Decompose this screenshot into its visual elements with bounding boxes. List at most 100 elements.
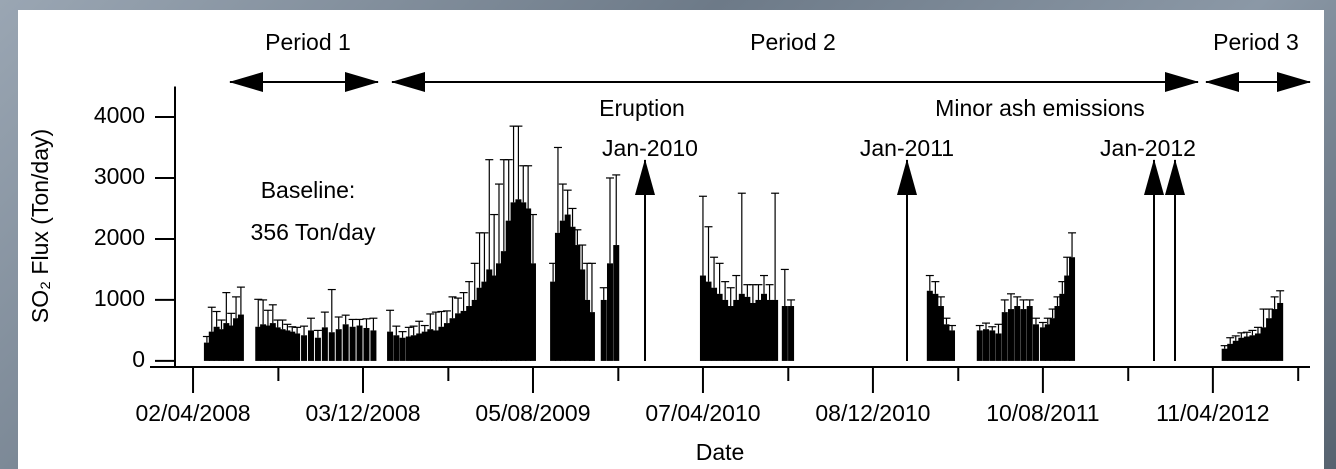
- bar: [356, 325, 363, 361]
- bar: [738, 293, 745, 361]
- bar: [491, 275, 498, 361]
- bar: [510, 202, 517, 361]
- y-tick-label: 1000: [94, 285, 145, 311]
- bar: [949, 330, 956, 361]
- bar: [495, 263, 502, 361]
- bar: [1044, 324, 1051, 361]
- bar: [613, 245, 620, 361]
- bar: [393, 335, 400, 361]
- bar: [588, 312, 595, 361]
- annotation: Jan-2012: [1100, 135, 1196, 161]
- bar: [307, 330, 314, 361]
- bar: [1007, 309, 1014, 361]
- bar: [269, 323, 276, 361]
- bar: [727, 306, 734, 361]
- y-tick-label: 4000: [94, 102, 145, 128]
- bar: [983, 329, 990, 361]
- bar: [520, 202, 527, 361]
- bar: [579, 269, 586, 361]
- bar: [1001, 312, 1008, 361]
- bar: [1054, 306, 1061, 361]
- annotation: Period 3: [1213, 29, 1299, 55]
- bar: [1238, 337, 1245, 361]
- bar: [279, 329, 286, 361]
- bar: [559, 220, 566, 361]
- bar: [515, 199, 522, 361]
- annotation: Baseline:: [261, 177, 356, 203]
- bar: [606, 263, 613, 361]
- bar: [744, 296, 751, 361]
- bar: [438, 326, 445, 361]
- bar: [399, 337, 406, 361]
- bar: [387, 331, 394, 361]
- bar: [1039, 327, 1046, 361]
- bar: [228, 325, 235, 361]
- bar: [476, 287, 483, 361]
- bar: [711, 287, 718, 361]
- y-tick-label: 2000: [94, 224, 145, 250]
- x-axis-label: Date: [696, 439, 745, 465]
- bar: [1227, 343, 1234, 361]
- bar: [218, 329, 225, 361]
- x-tick-label: 08/12/2010: [815, 400, 930, 426]
- bar: [274, 327, 281, 361]
- bar: [995, 333, 1002, 361]
- bar: [481, 281, 488, 361]
- annotation: Eruption: [599, 95, 685, 121]
- bar: [410, 335, 417, 361]
- bar: [766, 299, 773, 361]
- bar: [699, 275, 706, 361]
- bar: [449, 318, 456, 361]
- bar: [443, 323, 450, 361]
- y-axis-label: SO₂ Flux (Ton/day): [27, 129, 53, 323]
- bar: [237, 314, 244, 361]
- bar: [1049, 318, 1056, 361]
- bar: [223, 323, 230, 361]
- bar: [569, 226, 576, 361]
- annotation: Minor ash emissions: [935, 95, 1145, 121]
- bar: [926, 290, 933, 361]
- bar: [600, 299, 607, 361]
- bar: [1026, 306, 1033, 361]
- bar: [342, 324, 349, 361]
- annotation: Period 1: [265, 29, 351, 55]
- bar: [788, 306, 795, 361]
- bar: [1221, 348, 1228, 361]
- bar: [264, 325, 271, 361]
- bar: [584, 299, 591, 361]
- bar: [525, 208, 532, 361]
- bar: [500, 251, 507, 361]
- bar: [405, 336, 412, 361]
- bar: [289, 331, 296, 361]
- bar: [1032, 324, 1039, 361]
- bar: [328, 332, 335, 361]
- bar: [416, 333, 423, 361]
- bar: [564, 214, 571, 361]
- bar: [460, 310, 467, 361]
- y-tick-label: 3000: [94, 163, 145, 189]
- bar: [427, 329, 434, 361]
- bar: [772, 299, 779, 361]
- bar: [455, 313, 462, 361]
- bar: [1254, 333, 1261, 361]
- bar: [1014, 306, 1021, 361]
- bar: [1277, 302, 1284, 361]
- bar: [1260, 327, 1267, 361]
- x-tick-label: 11/04/2012: [1156, 400, 1269, 426]
- bar: [733, 299, 740, 361]
- bar: [932, 293, 939, 361]
- x-tick-label: 03/12/2008: [305, 400, 420, 426]
- bar: [370, 330, 377, 361]
- bar: [314, 337, 321, 361]
- y-tick-label: 0: [132, 346, 145, 372]
- bar: [349, 326, 356, 361]
- x-tick-label: 05/08/2009: [475, 400, 590, 426]
- bar: [976, 330, 983, 361]
- bar: [1232, 340, 1239, 361]
- bar: [321, 327, 328, 361]
- bar: [466, 306, 473, 361]
- bar: [233, 318, 240, 361]
- bar: [335, 329, 342, 361]
